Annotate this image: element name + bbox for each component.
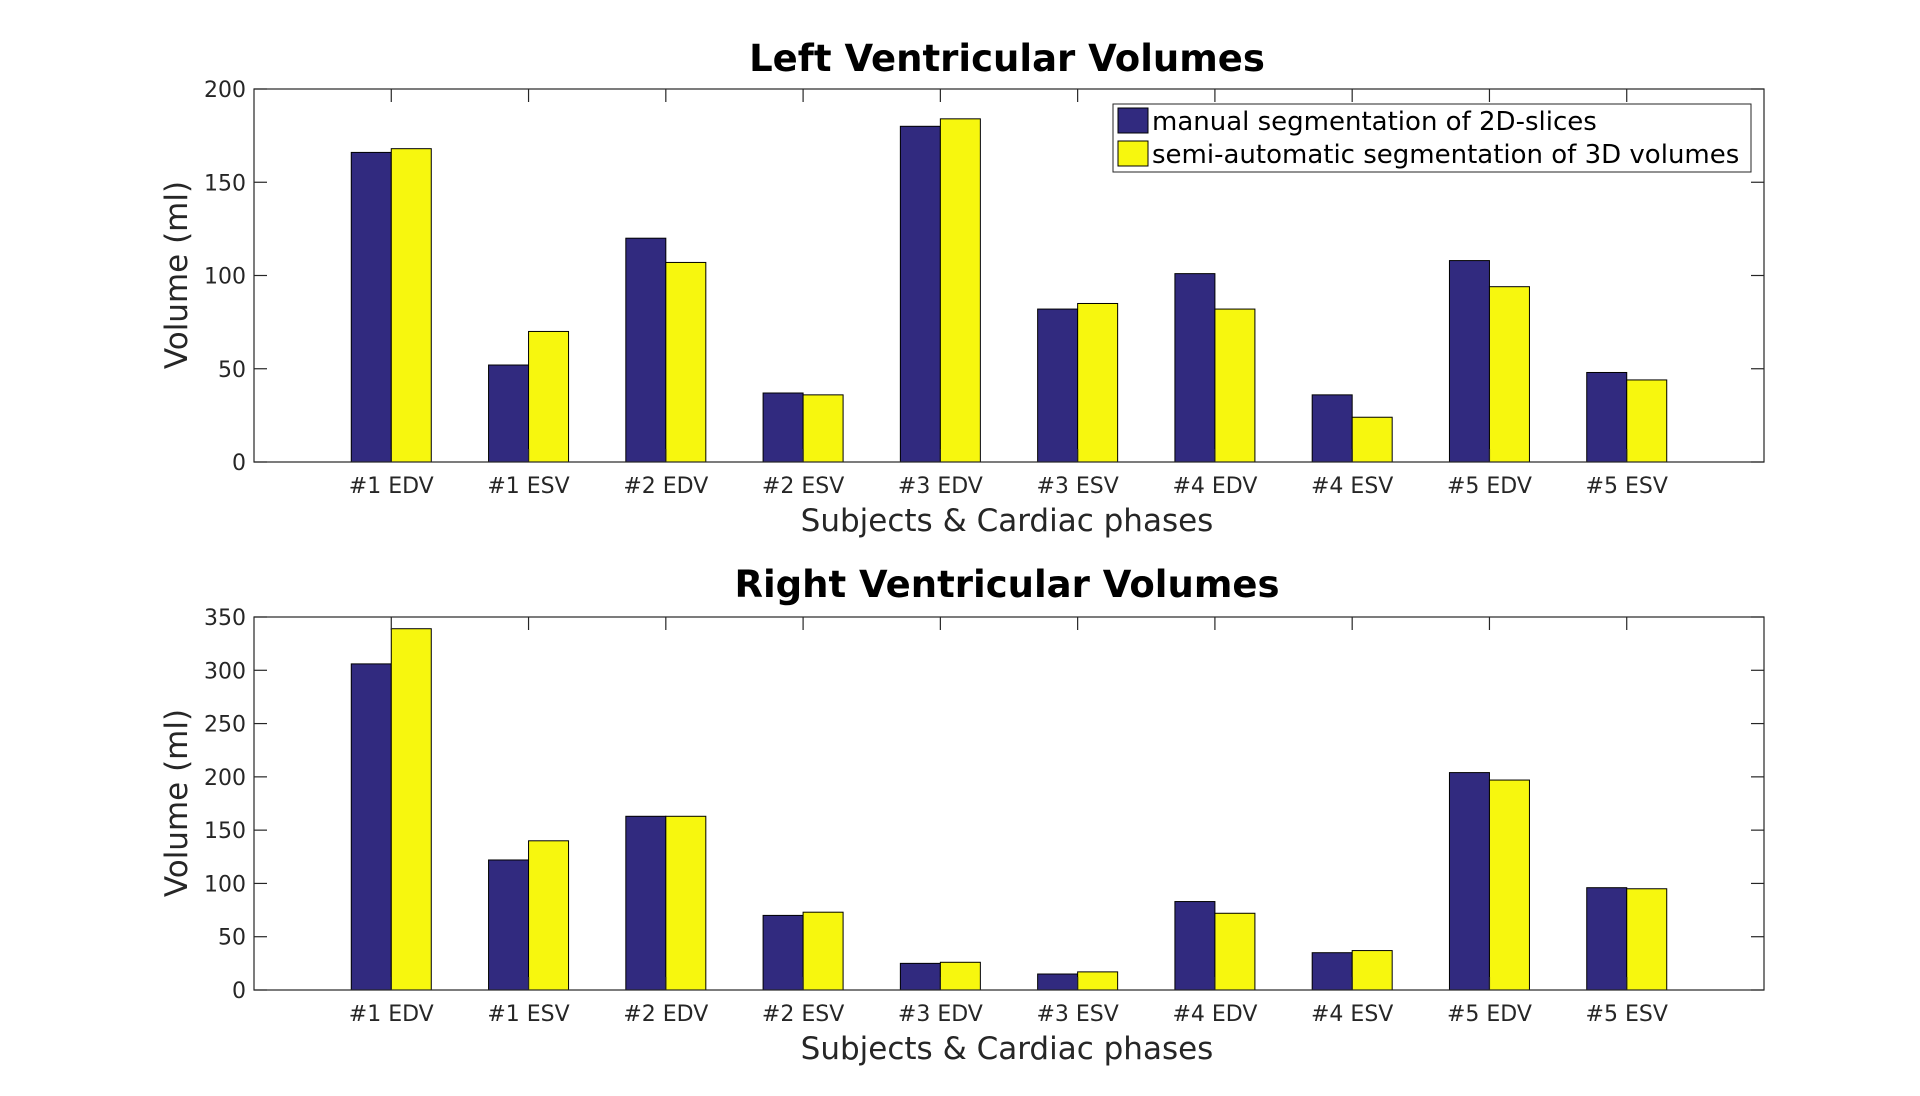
rv-bar-semi-automatic-7 (1214, 912, 1256, 991)
rv-x-tick-label: #2 ESV (762, 1002, 844, 1027)
lv-bar-manual-2 (488, 364, 530, 463)
lv-bar-semi-automatic-9 (1488, 286, 1530, 463)
lv-x-tick-label: #1 ESV (487, 474, 569, 499)
lv-y-tick-label: 50 (218, 358, 246, 383)
rv-bar-semi-automatic-6 (1077, 971, 1119, 991)
rv-bar-manual-5 (899, 962, 941, 991)
lv-bar-semi-automatic-1 (390, 148, 432, 463)
legend: manual segmentation of 2D-slices semi-au… (1112, 103, 1752, 173)
rv-bar-manual-9 (1448, 772, 1490, 991)
rv-x-tick-label: #3 ESV (1036, 1002, 1118, 1027)
rv-bar-semi-automatic-3 (665, 815, 707, 991)
lv-y-axis-label: Volume (ml) (159, 181, 195, 369)
rv-y-tick-label: 300 (204, 659, 246, 684)
lv-x-axis-ticks: #1 EDV #1 ESV #2 EDV #2 ESV #3 EDV #3 ESV #4 E… (349, 89, 1668, 499)
lv-x-axis-label: Subjects & Cardiac phases (801, 503, 1214, 539)
lv-bar-semi-automatic-4 (802, 394, 844, 463)
rv-bar-manual-6 (1037, 973, 1079, 991)
lv-y-tick-label: 200 (204, 78, 246, 103)
lv-bar-manual-4 (762, 392, 804, 463)
legend-box (1112, 103, 1752, 173)
rv-bar-semi-automatic-5 (939, 961, 981, 991)
rv-x-tick-label: #4 ESV (1311, 1002, 1393, 1027)
rv-bar-semi-automatic-10 (1626, 888, 1668, 991)
rv-x-axis-ticks: #1 EDV #1 ESV #2 EDV #2 ESV #3 EDV #3 ESV #4 E… (349, 617, 1668, 1027)
lv-y-tick-label: 0 (232, 451, 246, 476)
rv-bar-semi-automatic-2 (528, 840, 570, 991)
lv-bar-manual-7 (1174, 273, 1216, 463)
rv-x-tick-label: #3 EDV (898, 1002, 983, 1027)
lv-y-axis-ticks: 0 50 100 150 200 (204, 78, 1764, 476)
legend-swatch-semi-automatic (1117, 140, 1149, 167)
rv-bars (350, 628, 1668, 991)
legend-label-semi-automatic: semi-automatic segmentation of 3D volume… (1152, 140, 1739, 170)
rv-x-axis-label: Subjects & Cardiac phases (801, 1031, 1214, 1067)
lv-bar-semi-automatic-6 (1077, 302, 1119, 463)
lv-bar-manual-6 (1037, 308, 1079, 463)
lv-x-tick-label: #2 EDV (623, 474, 708, 499)
lv-chart-title: Left Ventricular Volumes (749, 37, 1265, 80)
lv-bar-semi-automatic-7 (1214, 308, 1256, 463)
rv-chart: Right Ventricular Volumes 0 50 100 150 200 25… (159, 563, 1765, 1067)
rv-bar-semi-automatic-9 (1488, 779, 1530, 991)
lv-bar-semi-automatic-8 (1351, 416, 1393, 463)
rv-x-tick-label: #5 EDV (1447, 1002, 1532, 1027)
legend-label-manual: manual segmentation of 2D-slices (1152, 107, 1597, 137)
rv-bar-semi-automatic-1 (390, 628, 432, 991)
lv-bar-semi-automatic-3 (665, 261, 707, 463)
lv-bar-semi-automatic-2 (528, 330, 570, 463)
lv-bar-manual-9 (1448, 260, 1490, 463)
rv-bar-manual-2 (488, 859, 530, 991)
lv-x-tick-label: #5 EDV (1447, 474, 1532, 499)
lv-bar-semi-automatic-5 (939, 118, 981, 463)
rv-y-tick-label: 100 (204, 872, 246, 897)
rv-y-tick-label: 0 (232, 979, 246, 1004)
rv-y-tick-label: 250 (204, 713, 246, 738)
rv-y-tick-label: 50 (218, 926, 246, 951)
lv-bar-manual-3 (625, 237, 667, 463)
lv-x-tick-label: #4 EDV (1172, 474, 1257, 499)
lv-bar-manual-5 (899, 125, 941, 463)
rv-bar-manual-3 (625, 815, 667, 991)
lv-x-tick-label: #3 ESV (1036, 474, 1118, 499)
rv-bar-manual-4 (762, 914, 804, 991)
lv-x-tick-label: #3 EDV (898, 474, 983, 499)
rv-bar-semi-automatic-4 (802, 911, 844, 991)
lv-x-tick-label: #5 ESV (1586, 474, 1668, 499)
rv-bar-manual-7 (1174, 901, 1216, 991)
rv-bar-manual-1 (350, 663, 392, 991)
lv-bar-manual-1 (350, 151, 392, 463)
rv-x-tick-label: #5 ESV (1586, 1002, 1668, 1027)
legend-swatch-manual (1117, 107, 1149, 134)
rv-x-tick-label: #1 EDV (349, 1002, 434, 1027)
rv-bar-semi-automatic-8 (1351, 950, 1393, 991)
lv-bars (350, 118, 1668, 463)
rv-y-tick-label: 350 (204, 606, 246, 631)
rv-y-tick-label: 200 (204, 766, 246, 791)
lv-y-tick-label: 150 (204, 171, 246, 196)
lv-y-tick-label: 100 (204, 265, 246, 290)
lv-bar-manual-8 (1311, 394, 1353, 463)
lv-x-tick-label: #4 ESV (1311, 474, 1393, 499)
rv-y-tick-label: 150 (204, 819, 246, 844)
rv-chart-title: Right Ventricular Volumes (734, 563, 1279, 606)
rv-x-tick-label: #4 EDV (1172, 1002, 1257, 1027)
rv-axes-box (253, 616, 1765, 991)
rv-bar-manual-10 (1586, 887, 1628, 991)
lv-x-tick-label: #1 EDV (349, 474, 434, 499)
rv-bar-manual-8 (1311, 952, 1353, 991)
rv-y-axis-label: Volume (ml) (159, 709, 195, 897)
lv-bar-manual-10 (1586, 371, 1628, 463)
rv-x-tick-label: #2 EDV (623, 1002, 708, 1027)
rv-x-tick-label: #1 ESV (487, 1002, 569, 1027)
lv-bar-semi-automatic-10 (1626, 379, 1668, 463)
rv-y-axis-ticks: 0 50 100 150 200 250 300 350 (204, 606, 1764, 1004)
lv-x-tick-label: #2 ESV (762, 474, 844, 499)
lv-chart: Left Ventricular Volumes 0 50 100 150 200 #1… (159, 37, 1765, 539)
